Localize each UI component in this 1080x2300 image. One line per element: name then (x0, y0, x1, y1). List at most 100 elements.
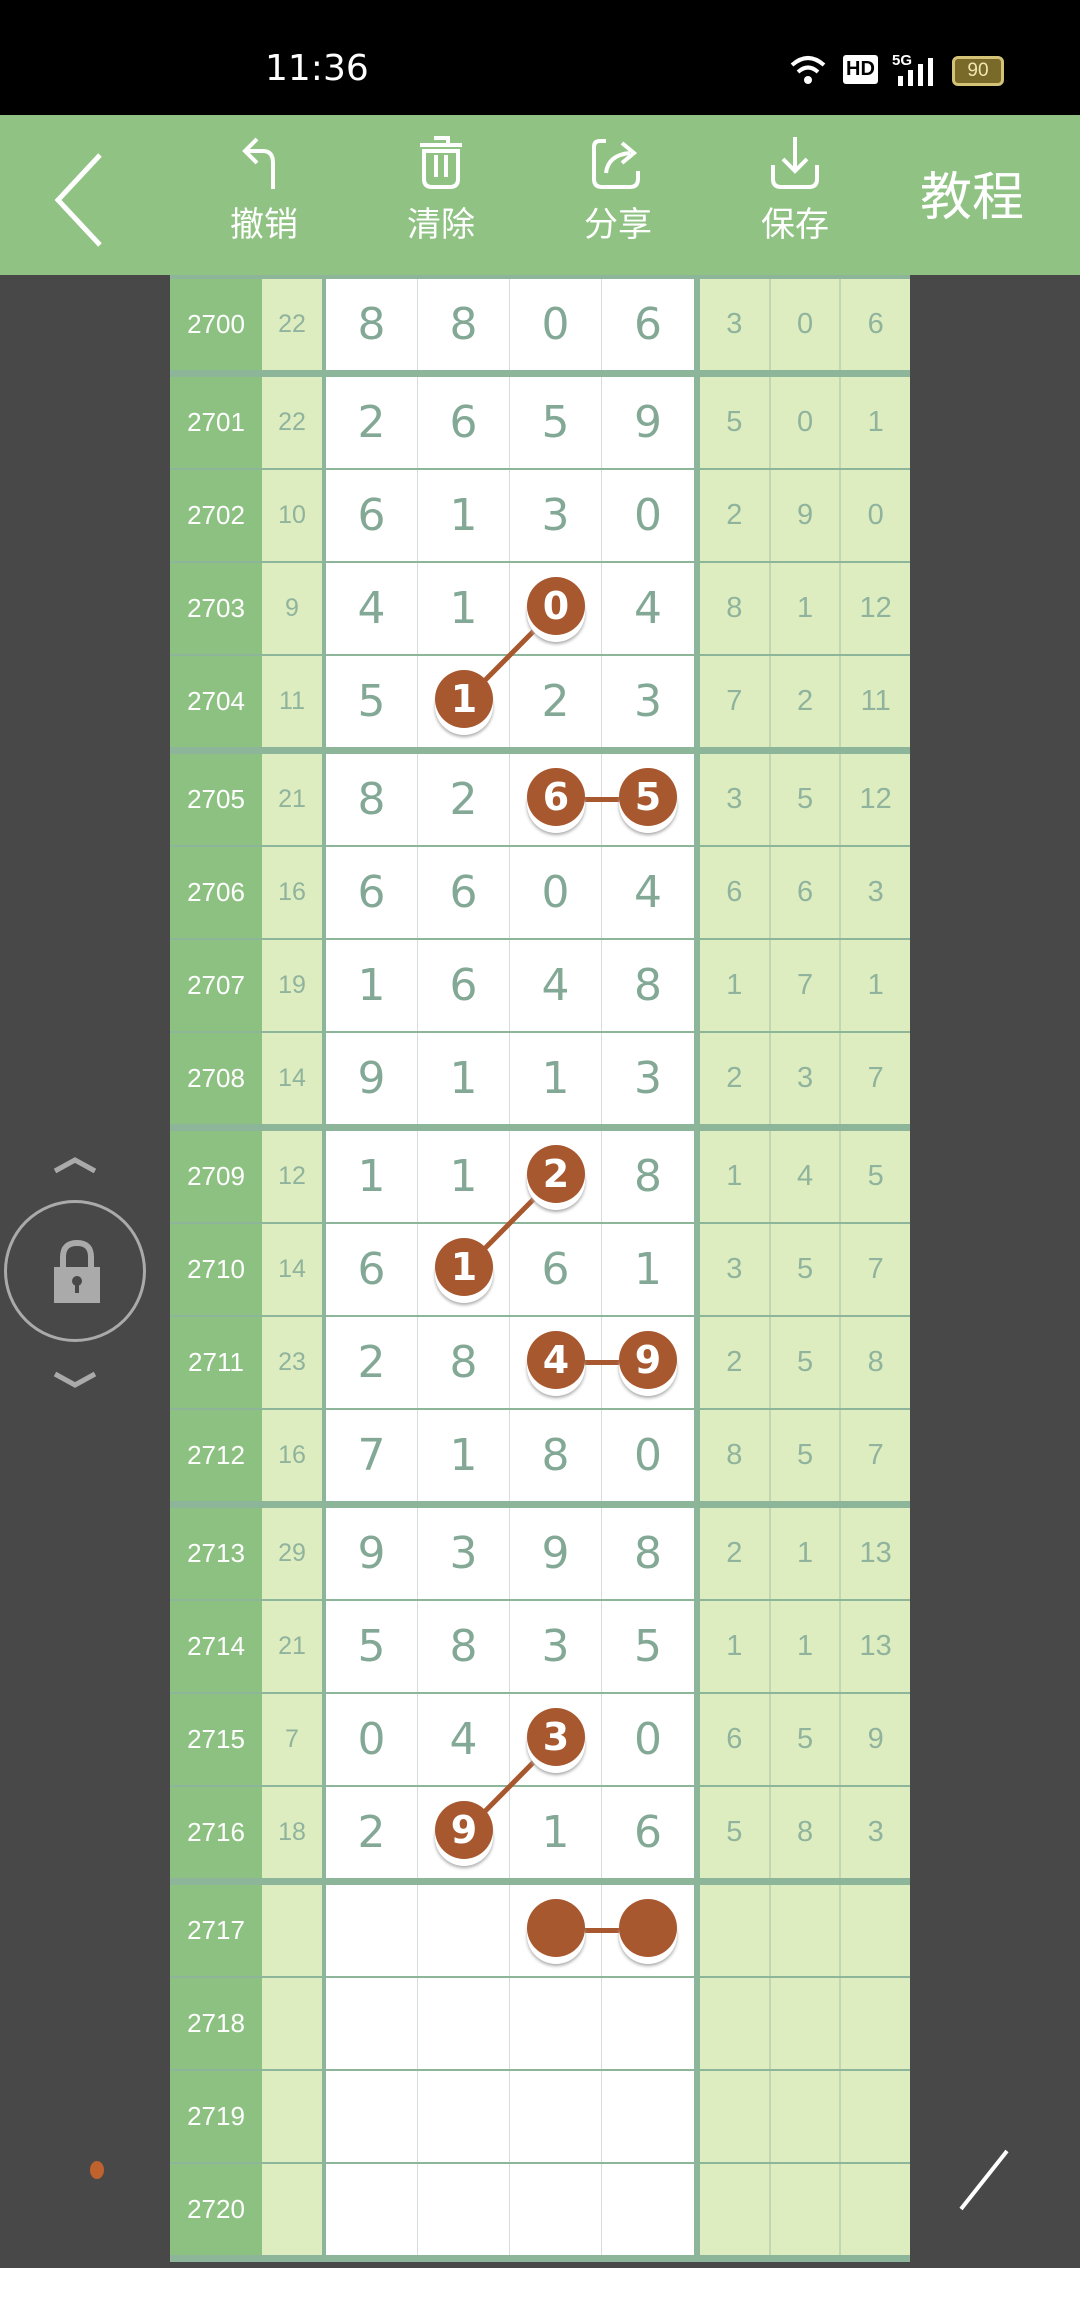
digit-cell[interactable]: 3 (634, 676, 662, 727)
digit-cell[interactable]: 1 (418, 1033, 510, 1124)
digit-cell[interactable] (602, 2164, 694, 2255)
digit-cell[interactable]: 8 (418, 1317, 510, 1408)
row-group: 2701 22 2 6 5 9 5 0 1 2702 10 6 1 3 0 2 9 0 2703 9 4 1 0 4 8 1 12 2… (170, 377, 910, 747)
digit-cell[interactable] (510, 2071, 602, 2162)
digit-cell[interactable] (602, 1885, 694, 1976)
digit-cell[interactable]: 0 (510, 563, 602, 654)
digit-cell[interactable]: 4 (326, 563, 418, 654)
digit-cell[interactable]: 6 (510, 1224, 602, 1315)
digit-cell[interactable]: 4 (634, 583, 662, 634)
digit-cell[interactable]: 6 (510, 754, 602, 845)
digit-cell[interactable]: 1 (510, 1033, 602, 1124)
digit-cell[interactable]: 0 (510, 279, 602, 370)
digit-cell[interactable]: 0 (326, 1694, 418, 1785)
digit-cell[interactable]: 5 (634, 1621, 662, 1672)
digit-cell[interactable]: 1 (418, 1410, 510, 1501)
digit-cell[interactable]: 3 (634, 1053, 662, 1104)
digit-cell[interactable]: 3 (510, 1601, 602, 1692)
digit-cell[interactable]: 2 (326, 1787, 418, 1878)
digit-cell[interactable]: 0 (634, 490, 662, 541)
chevron-left-icon[interactable] (50, 150, 110, 250)
chevron-up-icon[interactable] (52, 1155, 98, 1175)
data-table[interactable]: 2700 22 8 8 0 6 3 0 6 2701 22 2 6 5 9 5 0 1 2702 10 6 1 3 0 2 9 0 2… (170, 275, 910, 2262)
digit-cell[interactable]: 3 (418, 1508, 510, 1599)
digit-cell[interactable] (510, 1978, 602, 2069)
digit-cell[interactable]: 2 (418, 754, 510, 845)
digit-cell[interactable]: 8 (634, 1151, 662, 1202)
digit-cell[interactable]: 8 (418, 279, 510, 370)
digit-cell[interactable] (418, 2071, 510, 2162)
digit-cell[interactable]: 1 (418, 1224, 510, 1315)
pen-icon[interactable] (955, 2145, 1015, 2215)
digit-cell[interactable]: 6 (326, 847, 418, 938)
period-cell: 2701 (170, 377, 262, 468)
digit-cell[interactable]: 2 (510, 1131, 602, 1222)
digit-cell[interactable]: 0 (634, 1430, 662, 1481)
digit-cell[interactable]: 9 (326, 1033, 418, 1124)
sum-cell: 11 (262, 656, 322, 747)
digit-cell[interactable]: 1 (418, 563, 510, 654)
digit-cell[interactable] (418, 2164, 510, 2255)
digit-cell[interactable]: 3 (510, 470, 602, 561)
digit-cell[interactable]: 8 (418, 1601, 510, 1692)
digit-cell[interactable]: 9 (634, 1337, 662, 1388)
digit-cell[interactable]: 8 (634, 1528, 662, 1579)
digit-cell[interactable]: 7 (326, 1410, 418, 1501)
digit-cell[interactable]: 6 (418, 377, 510, 468)
lock-button[interactable] (4, 1200, 146, 1342)
digit-cell[interactable]: 5 (326, 1601, 418, 1692)
digit-cell[interactable]: 8 (510, 1410, 602, 1501)
digit-cell[interactable]: 5 (326, 656, 418, 747)
digit-cell[interactable]: 1 (326, 940, 418, 1031)
tutorial-button[interactable]: 教程 (920, 168, 1025, 228)
digit-cell[interactable]: 6 (326, 1224, 418, 1315)
digit-cell[interactable]: 8 (326, 754, 418, 845)
digit-cell[interactable] (602, 2071, 694, 2162)
digit-cell[interactable]: 6 (634, 1807, 662, 1858)
digit-cell[interactable]: 9 (326, 1508, 418, 1599)
digit-cell[interactable]: 2 (326, 377, 418, 468)
digit-cell[interactable] (326, 1978, 418, 2069)
digit-cell[interactable]: 8 (326, 279, 418, 370)
digit-cell[interactable]: 1 (418, 1131, 510, 1222)
digit-cell[interactable]: 5 (634, 774, 662, 825)
save-button[interactable]: 保存 (735, 135, 855, 265)
digit-cell[interactable]: 4 (510, 1317, 602, 1408)
digit-cell[interactable] (510, 2164, 602, 2255)
extra-cell: 6 (700, 1694, 771, 1785)
digit-cell[interactable] (326, 2071, 418, 2162)
digit-cell[interactable]: 9 (510, 1508, 602, 1599)
chevron-down-icon[interactable] (52, 1370, 98, 1390)
digit-cell[interactable] (602, 1978, 694, 2069)
digit-cell[interactable]: 6 (326, 470, 418, 561)
digit-cell[interactable]: 2 (326, 1317, 418, 1408)
digit-cell[interactable] (418, 1885, 510, 1976)
digit-cell[interactable]: 6 (634, 299, 662, 350)
digit-cell[interactable]: 1 (418, 656, 510, 747)
digit-cell[interactable]: 5 (510, 377, 602, 468)
digit-cell[interactable]: 4 (418, 1694, 510, 1785)
digit-cell[interactable]: 1 (634, 1244, 662, 1295)
digit-cell[interactable]: 6 (418, 940, 510, 1031)
digit-cell[interactable]: 9 (418, 1787, 510, 1878)
digit-cell[interactable]: 0 (634, 1714, 662, 1765)
clear-button[interactable]: 清除 (381, 135, 501, 265)
undo-button[interactable]: 撤销 (204, 135, 324, 265)
digit-cell[interactable]: 4 (634, 867, 662, 918)
digit-cell[interactable]: 0 (510, 847, 602, 938)
digit-cell[interactable]: 1 (418, 470, 510, 561)
share-button[interactable]: 分享 (558, 135, 678, 265)
digit-cell[interactable] (326, 1885, 418, 1976)
digit-cell[interactable] (510, 1885, 602, 1976)
digit-cell[interactable]: 2 (510, 656, 602, 747)
digit-cell[interactable]: 1 (510, 1787, 602, 1878)
digit-cell[interactable] (418, 1978, 510, 2069)
digit-cell[interactable]: 8 (634, 960, 662, 1011)
digit-cell[interactable]: 6 (418, 847, 510, 938)
digit-cell[interactable] (326, 2164, 418, 2255)
extra-cell: 13 (859, 1537, 892, 1569)
digit-cell[interactable]: 9 (634, 397, 662, 448)
digit-cell[interactable]: 4 (510, 940, 602, 1031)
digit-cell[interactable]: 1 (326, 1131, 418, 1222)
digit-cell[interactable]: 3 (510, 1694, 602, 1785)
